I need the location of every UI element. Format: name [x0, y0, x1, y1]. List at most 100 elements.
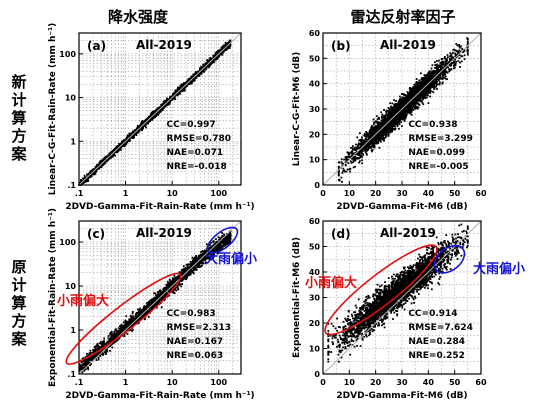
panel-b-point	[344, 170, 346, 173]
panel-b-point	[450, 53, 453, 56]
panel-b-point	[380, 115, 383, 118]
panel-b-point	[406, 91, 409, 93]
panel-b-point	[450, 59, 452, 62]
panel-b-point	[378, 146, 381, 149]
panel-a-point	[94, 166, 97, 168]
panel-b-point	[341, 180, 343, 183]
row-label-new-char-4: 方	[11, 127, 26, 145]
panel-a-point	[168, 101, 171, 104]
panel-a-point	[213, 61, 216, 64]
panel-b-point	[382, 135, 384, 137]
panel-b-point	[462, 51, 464, 53]
panel-a-point	[207, 65, 210, 68]
row-labels: 新 计 算 方 案 原 计 算 方 案	[10, 73, 27, 348]
panel-b-point	[393, 108, 396, 111]
panel-a-point	[90, 173, 92, 176]
panel-b-point	[361, 150, 363, 152]
panel-b-point	[443, 60, 445, 63]
panel-a-point	[83, 181, 85, 184]
panel-a-point	[179, 87, 181, 90]
panel-a-point	[219, 48, 222, 51]
panel-b-point	[387, 109, 390, 112]
panel-b-point	[436, 65, 439, 68]
panel-a-stat-3: NAE=0.071	[166, 148, 223, 158]
panel-b-point	[372, 118, 375, 121]
panel-a-point	[228, 46, 230, 48]
panel-b-point	[425, 93, 428, 95]
panel-a-point	[118, 146, 121, 149]
panel-a-point	[99, 160, 101, 163]
panel-a-point	[173, 93, 176, 95]
panel-a-point	[222, 47, 224, 50]
panel-b-point	[435, 85, 438, 88]
panel-a-point	[154, 112, 157, 115]
panel-b-point	[381, 119, 384, 121]
panel-a-point	[89, 170, 92, 173]
panel-a-point	[119, 147, 121, 150]
panel-b-point	[458, 57, 461, 60]
panel-a-point	[118, 143, 120, 145]
panel-a-point	[131, 136, 133, 139]
panel-b-point	[461, 55, 464, 58]
panel-b-point	[412, 86, 415, 89]
panel-a-point	[222, 50, 225, 53]
panel-a-point	[128, 132, 131, 135]
panel-b-point	[386, 110, 388, 112]
panel-b-point	[429, 92, 431, 94]
panel-a-point	[111, 154, 114, 156]
panel-b-point	[415, 82, 418, 85]
panel-b-point	[349, 167, 352, 170]
panel-b-point	[428, 89, 431, 92]
panel-b-point	[370, 126, 373, 129]
panel-a-point	[141, 127, 144, 130]
panel-b-point	[389, 113, 391, 115]
panel-b-point	[367, 138, 370, 141]
panel-a-point	[169, 95, 172, 98]
panel-a-point	[205, 67, 208, 70]
panel-b-point	[466, 48, 469, 51]
panel-b-point	[347, 162, 350, 164]
panel-b-point	[387, 135, 390, 137]
panel-b-point	[375, 115, 378, 118]
panel-a-point	[212, 59, 215, 62]
panel-a-point	[219, 53, 222, 56]
panel-b-point	[417, 85, 419, 88]
panel-b-point	[430, 90, 433, 93]
panel-a-point	[125, 142, 128, 144]
panel-a-grid	[79, 33, 241, 185]
panel-b-point	[351, 150, 354, 153]
panel-b-point	[447, 56, 449, 59]
panel-b-point	[445, 60, 448, 63]
panel-a-point	[160, 107, 163, 110]
panel-b-point	[424, 80, 426, 82]
panel-a-point	[120, 146, 123, 149]
panel-a-point	[98, 166, 101, 169]
panel-b-point	[400, 110, 403, 113]
panel-b-point	[466, 46, 469, 49]
panel-a-point	[224, 45, 226, 48]
panel-b-point	[414, 85, 417, 88]
panel-b-point	[382, 124, 385, 127]
panel-b-point	[433, 71, 436, 74]
panel-b-point	[449, 58, 451, 61]
panel-b-point	[357, 142, 360, 145]
panel-b-point	[361, 162, 363, 165]
panel-a-point	[204, 68, 207, 71]
panel-b-point	[420, 78, 423, 81]
panel-a-point	[166, 100, 169, 103]
panel-a-point	[199, 68, 201, 71]
panel-b-point	[345, 170, 348, 173]
panel-a-point	[183, 86, 186, 89]
panel-a-point	[194, 79, 196, 81]
panel-b-point	[373, 141, 376, 143]
panel-a-point	[186, 85, 188, 87]
panel-a-point	[220, 52, 222, 55]
panel-a-point	[164, 101, 167, 104]
panel-b-point	[418, 104, 421, 106]
panel-b-point	[460, 55, 463, 58]
panel-b-point	[406, 111, 409, 114]
panel-a-point	[216, 58, 219, 60]
panel-a-point	[114, 154, 117, 157]
